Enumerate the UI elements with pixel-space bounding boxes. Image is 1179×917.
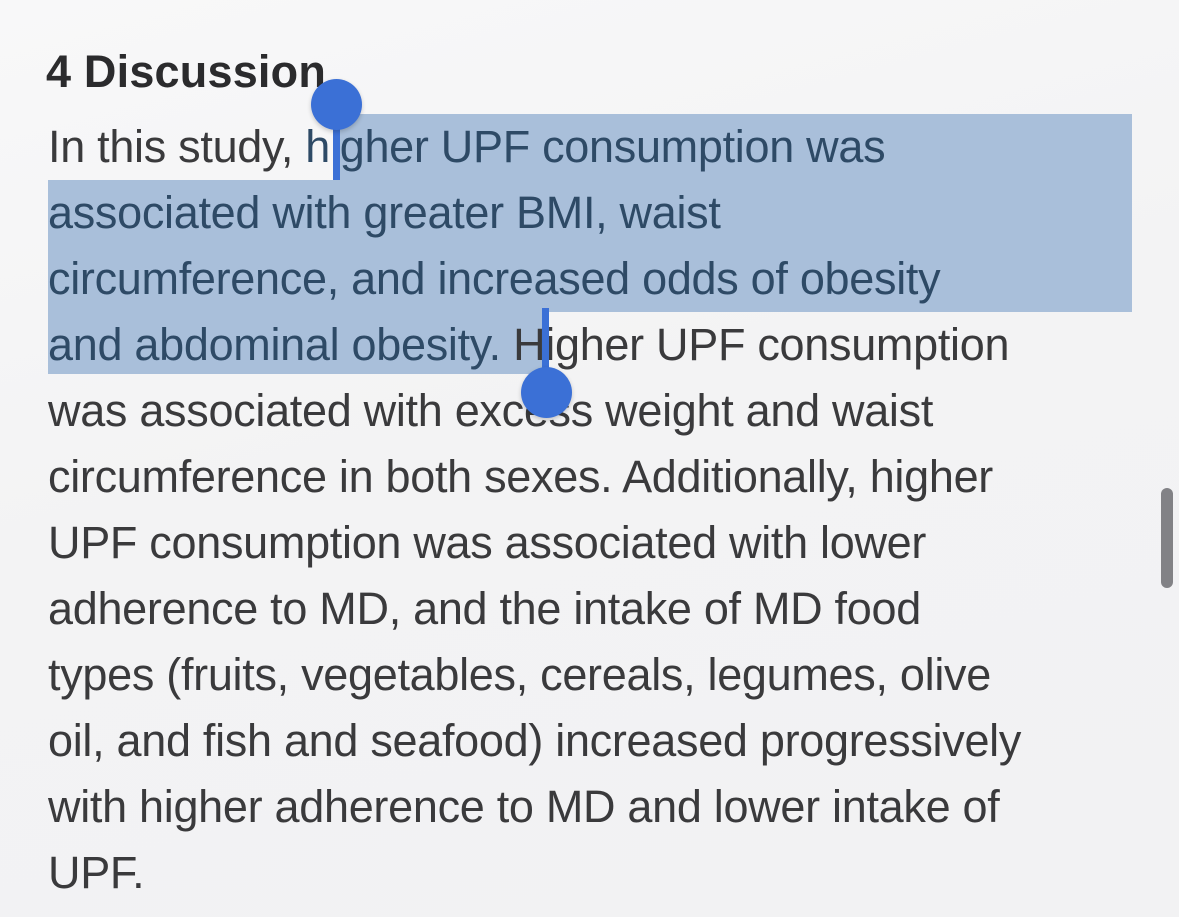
- scrollbar-thumb[interactable]: [1161, 488, 1173, 588]
- selection-highlight: [336, 114, 1132, 180]
- selection-highlight: [48, 246, 1132, 312]
- text-segment: oil, and fish and seafood) increased pro…: [48, 715, 1022, 766]
- text-segment: was associated with excess weight and wa…: [48, 385, 934, 436]
- text-segment: Higher UPF consumption: [500, 319, 1010, 370]
- text-segment: In this study,: [48, 121, 306, 172]
- selected-text-segment: circumference, and increased odds of obe…: [48, 253, 941, 304]
- selection-start-caret[interactable]: [333, 102, 340, 180]
- selection-start-handle-icon[interactable]: [311, 79, 362, 130]
- text-line: oil, and fish and seafood) increased pro…: [48, 708, 1148, 774]
- selected-text-segment: higher UPF consumption was: [305, 121, 886, 172]
- selection-highlight: [48, 312, 546, 374]
- selected-text-segment: associated with greater BMI, waist: [48, 187, 721, 238]
- text-line: and abdominal obesity. Higher UPF consum…: [48, 312, 1148, 378]
- text-line: UPF.: [48, 840, 1148, 906]
- text-line: was associated with excess weight and wa…: [48, 378, 1148, 444]
- text-line: types (fruits, vegetables, cereals, legu…: [48, 642, 1148, 708]
- text-line: associated with greater BMI, waist: [48, 180, 1148, 246]
- text-segment: UPF consumption was associated with lowe…: [48, 517, 927, 568]
- selection-highlight: [48, 180, 1132, 246]
- text-line: In this study, higher UPF consumption wa…: [48, 114, 1148, 180]
- selected-text-segment: and abdominal obesity.: [48, 319, 501, 370]
- selection-end-caret[interactable]: [542, 308, 549, 374]
- text-segment: types (fruits, vegetables, cereals, legu…: [48, 649, 991, 700]
- text-segment: adherence to MD, and the intake of MD fo…: [48, 583, 921, 634]
- text-line: circumference, and increased odds of obe…: [48, 246, 1148, 312]
- text-line: with higher adherence to MD and lower in…: [48, 774, 1148, 840]
- text-segment: with higher adherence to MD and lower in…: [48, 781, 1000, 832]
- section-heading: 4 Discussion: [46, 46, 327, 97]
- text-line: adherence to MD, and the intake of MD fo…: [48, 576, 1148, 642]
- text-segment: UPF.: [48, 847, 145, 898]
- text-line: circumference in both sexes. Additionall…: [48, 444, 1148, 510]
- text-segment: circumference in both sexes. Additionall…: [48, 451, 993, 502]
- text-line: UPF consumption was associated with lowe…: [48, 510, 1148, 576]
- paragraph: In this study, higher UPF consumption wa…: [48, 114, 1148, 906]
- selection-end-handle-icon[interactable]: [521, 367, 572, 418]
